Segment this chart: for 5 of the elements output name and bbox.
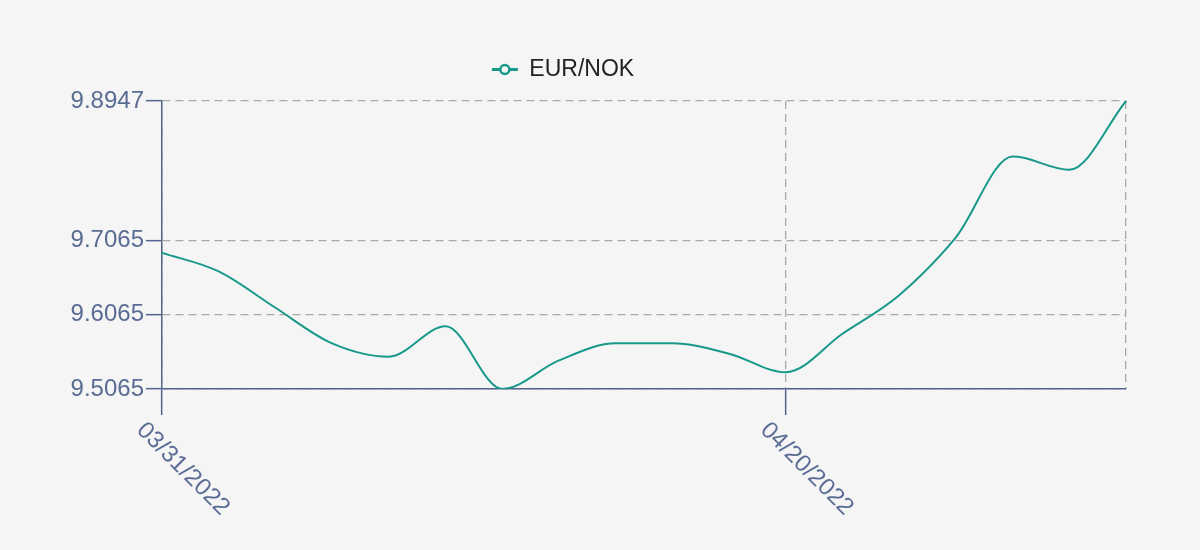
y-tick-label: 9.5065	[70, 373, 144, 401]
y-tick-label: 9.8947	[70, 85, 144, 113]
y-tick-label: 9.6065	[70, 299, 144, 327]
legend-label: EUR/NOK	[529, 54, 635, 81]
y-tick-label: 9.7065	[70, 225, 144, 253]
